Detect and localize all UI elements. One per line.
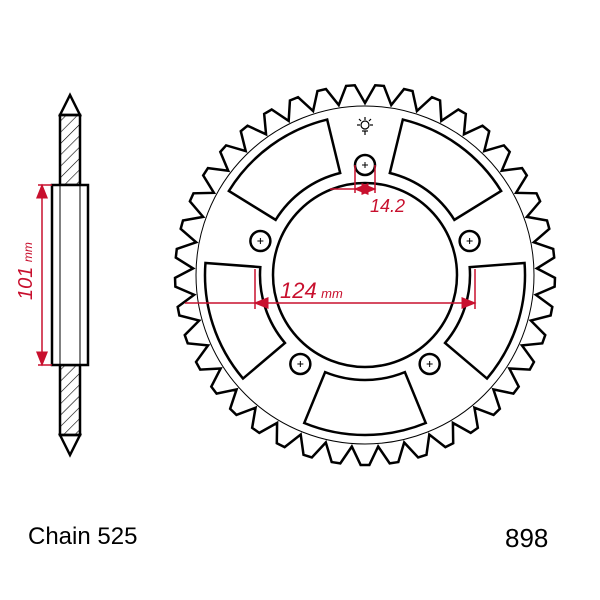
bolt-circle-dim: 124 mm bbox=[280, 278, 343, 304]
part-number-label: 898 bbox=[505, 523, 548, 554]
chain-spec-label: Chain 525 bbox=[28, 523, 137, 551]
side-height-unit: mm bbox=[21, 242, 35, 262]
part-number-text: 898 bbox=[505, 523, 548, 553]
bolt-hole-dim: 14.2 bbox=[370, 196, 405, 217]
bolt-circle-value: 124 bbox=[280, 278, 317, 303]
bolt-circle-unit: mm bbox=[321, 286, 343, 301]
chain-spec-text: Chain 525 bbox=[28, 523, 137, 550]
side-view bbox=[52, 95, 88, 455]
side-height-value: 101 bbox=[15, 267, 37, 300]
front-view-sprocket bbox=[175, 85, 555, 465]
bolt-hole-value: 14.2 bbox=[370, 196, 405, 216]
side-height-dim: 101 mm bbox=[15, 242, 38, 300]
